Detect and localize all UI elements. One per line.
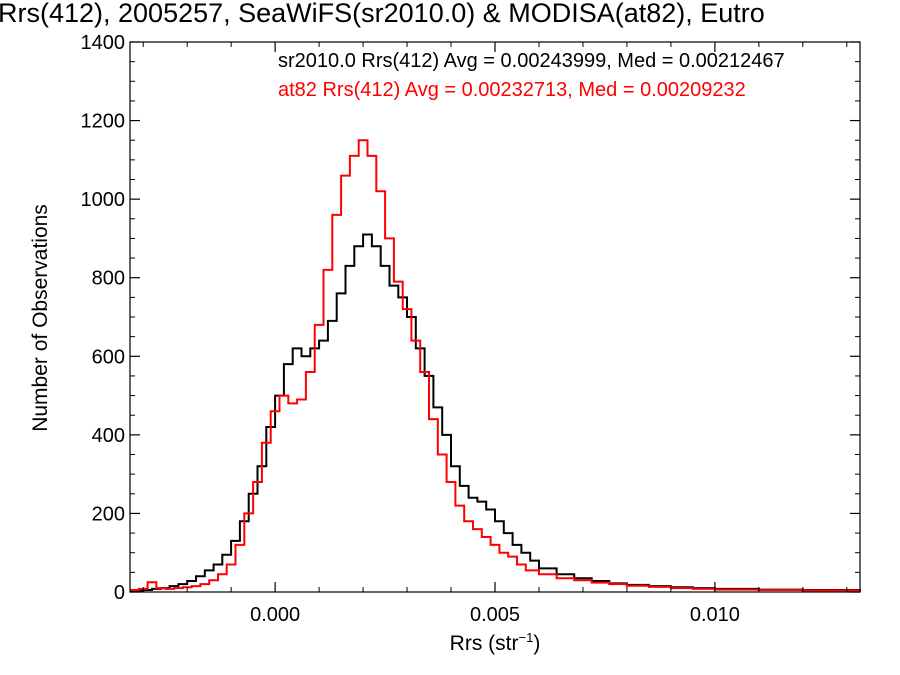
y-tick-label: 0 xyxy=(114,582,125,604)
x-axis-label: Rrs (str−1) xyxy=(450,630,541,655)
chart-title: Rrs(412), 2005257, SeaWiFS(sr2010.0) & M… xyxy=(0,0,765,28)
y-tick-label: 400 xyxy=(92,425,125,447)
x-tick-label: 0.005 xyxy=(470,604,520,626)
x-tick-label: 0.010 xyxy=(690,604,740,626)
y-tick-label: 1400 xyxy=(81,32,126,54)
axis-layer: 0 200 400 600 800 1000 1200 1400 0.000 0.005 0.010 xyxy=(81,32,860,626)
y-tick-label: 1000 xyxy=(81,189,126,211)
y-tick-label: 600 xyxy=(92,346,125,368)
x-axis-label-close: ) xyxy=(533,632,540,655)
y-tick-label: 200 xyxy=(92,503,125,525)
y-axis-label: Number of Observations xyxy=(29,204,52,432)
series-line-sr2010-0 xyxy=(130,233,861,592)
legend-entry-sr2010: sr2010.0 Rrs(412) Avg = 0.00243999, Med … xyxy=(278,50,785,72)
y-tick-label: 1200 xyxy=(81,111,126,133)
series-line-at82 xyxy=(130,139,861,592)
x-tick-label: 0.000 xyxy=(250,604,300,626)
x-axis-label-base: Rrs (str xyxy=(450,632,519,655)
legend-entry-at82: at82 Rrs(412) Avg = 0.00232713, Med = 0.… xyxy=(278,79,746,101)
y-tick-label: 800 xyxy=(92,268,125,290)
series-layer xyxy=(130,139,861,592)
x-axis-label-superscript: −1 xyxy=(519,630,534,645)
